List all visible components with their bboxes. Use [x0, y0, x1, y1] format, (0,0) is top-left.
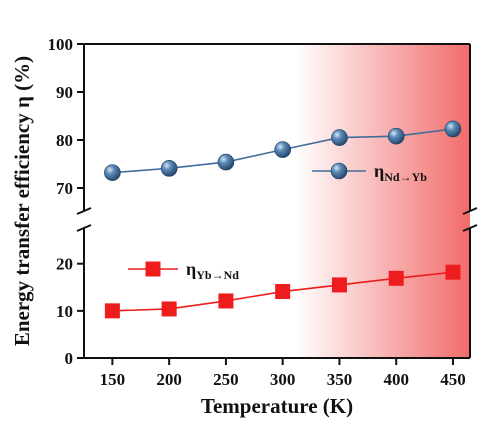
data-point-2	[275, 284, 291, 300]
x-tick-label: 200	[156, 370, 182, 389]
data-point-1	[104, 164, 121, 181]
data-point-1	[444, 120, 462, 138]
legend-label-main: η	[374, 161, 384, 181]
y-axis-title: Energy transfer efficiency η (%)	[10, 56, 34, 346]
plot-background	[84, 44, 470, 358]
y-tick-label: 70	[56, 179, 73, 198]
x-tick-label: 450	[440, 370, 466, 389]
y-tick-label: 90	[56, 83, 73, 102]
y-tick-label: 10	[56, 302, 73, 321]
x-tick-label: 350	[327, 370, 353, 389]
legend-marker-2	[145, 261, 161, 277]
data-point-1	[274, 141, 291, 158]
x-tick-label: 400	[383, 370, 409, 389]
y-tick-label: 80	[56, 131, 73, 150]
y-tick-label: 20	[56, 255, 73, 274]
series-markers	[104, 120, 462, 319]
x-tick-label: 250	[213, 370, 239, 389]
data-point-2	[388, 270, 404, 286]
data-point-2	[218, 293, 234, 309]
tick-labels: 150 200 250 300 350 400 450 70 80 90 100 0 10 20	[48, 35, 466, 389]
axis-break-mark-right-1	[462, 207, 478, 215]
x-axis-title: Temperature (K)	[201, 394, 353, 418]
x-tick-label: 150	[100, 370, 126, 389]
legend-label-2: ηYb→Nd	[186, 259, 239, 282]
y-tick-label: 100	[48, 35, 74, 54]
data-point-2	[161, 301, 177, 317]
legend-label-subscript: Yb→Nd	[196, 268, 239, 282]
data-point-2	[331, 277, 347, 293]
data-point-2	[104, 303, 120, 319]
legend-label-subscript: Nd→Yb	[384, 170, 427, 184]
data-point-1	[387, 127, 405, 145]
data-point-1	[160, 160, 178, 177]
x-tick-label: 300	[270, 370, 296, 389]
axes	[76, 43, 478, 359]
tick-marks	[77, 43, 454, 365]
axis-break-mark-left-2	[76, 224, 92, 232]
legend-label-main: η	[186, 259, 196, 279]
axis-break-mark-left-1	[76, 207, 92, 215]
legend-label-1: ηNd→Yb	[374, 161, 427, 184]
legend-marker-1	[330, 162, 348, 180]
axis-break-mark-right-2	[462, 224, 478, 232]
data-point-1	[331, 129, 348, 146]
data-point-2	[445, 264, 461, 280]
y-tick-label: 0	[65, 349, 74, 368]
data-point-1	[217, 153, 235, 171]
